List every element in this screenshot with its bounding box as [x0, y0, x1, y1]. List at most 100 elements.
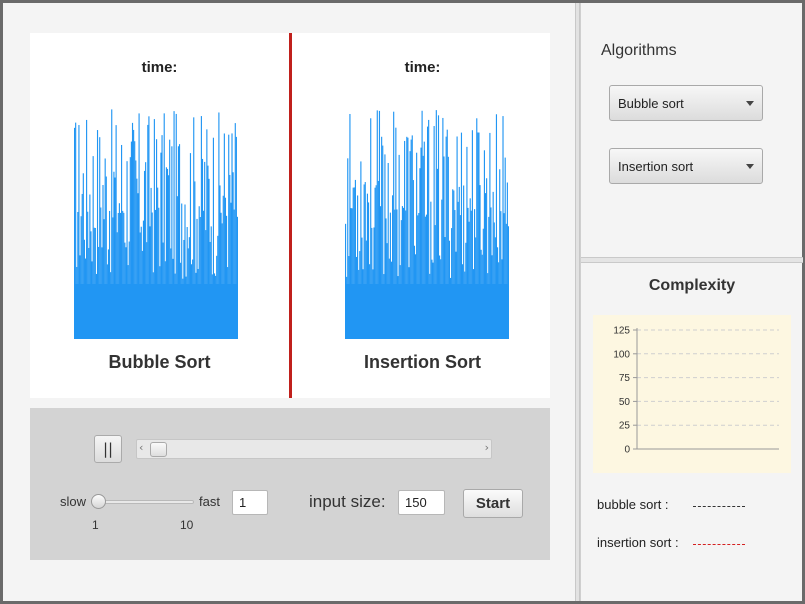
insertion-bar	[488, 216, 490, 339]
bubble-bar	[80, 216, 82, 339]
insertion-bar	[506, 182, 508, 339]
bubble-bar	[149, 226, 151, 339]
insertion-bar	[387, 162, 389, 339]
bubble-bar	[119, 212, 122, 339]
bubble-bar	[92, 156, 94, 339]
insertion-bar	[373, 227, 375, 339]
insertion-bar	[378, 110, 381, 339]
scroll-right-icon[interactable]: ›	[484, 441, 489, 454]
bubble-bar	[131, 122, 134, 339]
bubble-bar	[181, 203, 183, 339]
start-button[interactable]: Start	[463, 489, 523, 518]
insertion-bar	[360, 161, 362, 339]
insertion-bar	[477, 132, 479, 339]
pause-button[interactable]: ||	[94, 435, 122, 463]
chevron-down-icon	[746, 101, 754, 106]
insertion-bar	[375, 185, 377, 339]
bubble-bar	[198, 206, 200, 339]
bubble-bar	[204, 161, 206, 339]
bubble-bar	[224, 197, 227, 339]
bubble-bar	[115, 125, 117, 339]
insertion-bar	[406, 136, 408, 339]
algorithm-2-select[interactable]: Insertion sort	[609, 148, 763, 184]
insertion-bar	[451, 228, 453, 339]
insertion-bar	[458, 186, 460, 339]
speed-min-tick: 1	[92, 518, 99, 532]
legend-bubble-line	[693, 506, 745, 507]
insertion-bar	[437, 115, 440, 339]
insertion-bar	[500, 211, 502, 339]
bubble-bar	[219, 185, 221, 339]
bubble-bar	[143, 170, 146, 339]
sidebar-divider[interactable]	[581, 257, 803, 263]
chevron-down-icon	[746, 164, 754, 169]
bubble-bar	[231, 133, 233, 339]
speed-slider-track[interactable]	[96, 500, 194, 504]
insertion-bar	[385, 218, 387, 339]
bubble-bar	[206, 129, 208, 339]
insertion-bar	[482, 228, 484, 339]
bubble-bar	[220, 212, 222, 339]
insertion-bar	[353, 187, 355, 339]
bubble-bar	[210, 226, 212, 339]
bubble-bar	[158, 207, 160, 339]
input-size-field[interactable]: 150	[398, 490, 445, 515]
bubble-bar	[137, 193, 139, 339]
bubble-bar	[148, 116, 150, 339]
bubble-bar	[194, 181, 196, 339]
bubble-bar	[151, 212, 153, 339]
scroll-left-icon[interactable]: ‹	[139, 441, 144, 454]
y-tick-label: 25	[619, 421, 631, 432]
insertion-bar	[452, 189, 454, 339]
insertion-bar	[469, 198, 471, 339]
insertion-bar	[503, 213, 505, 339]
bubble-bar	[203, 210, 205, 339]
scroll-thumb[interactable]	[150, 442, 167, 457]
insertion-bar	[381, 136, 383, 339]
bubble-bar	[87, 211, 89, 339]
bubble-bar	[153, 119, 155, 339]
bubble-bar	[235, 136, 237, 339]
y-tick-label: 125	[613, 326, 630, 337]
insertion-bar	[499, 169, 501, 339]
bubble-bar	[230, 202, 232, 339]
insertion-bar	[490, 207, 492, 339]
bubble-bar	[111, 109, 113, 339]
bubble-bar	[176, 196, 178, 339]
complexity-chart: 0 25 50 75 100 125	[593, 315, 791, 473]
insertion-bar	[425, 214, 428, 339]
insertion-bar	[493, 222, 495, 339]
insertion-bar	[468, 221, 470, 339]
legend-insertion-label: insertion sort :	[597, 535, 679, 550]
bubble-bar	[218, 112, 220, 339]
bubble-bar	[94, 227, 96, 339]
insertion-time-label: time:	[404, 59, 441, 76]
input-size-label: input size:	[309, 492, 386, 511]
bubble-bar	[113, 171, 115, 339]
bubble-bar	[196, 218, 198, 339]
insertion-bar	[382, 145, 384, 339]
insertion-bar	[364, 182, 366, 339]
bubble-bar	[234, 123, 236, 339]
algorithm-1-select[interactable]: Bubble sort	[609, 85, 763, 121]
step-scrollbar[interactable]: ‹ ›	[136, 439, 492, 459]
insertion-bar	[421, 110, 423, 339]
left-pane: time: Bubble Sort time: Insertion Sort |…	[3, 3, 575, 601]
speed-input[interactable]: 1	[232, 490, 268, 515]
insertion-bar	[402, 207, 405, 339]
speed-slider-knob[interactable]	[91, 494, 106, 509]
insertion-bar	[396, 209, 398, 339]
split-divider[interactable]	[575, 3, 580, 601]
bubble-bar	[147, 124, 149, 339]
bubble-bar	[104, 158, 106, 339]
bubble-bar	[228, 134, 230, 339]
bubble-sort-panel: time: Bubble Sort	[30, 33, 289, 398]
bubble-bar	[207, 165, 209, 339]
insertion-bar	[363, 184, 365, 339]
insertion-bar	[366, 193, 369, 339]
insertion-bar	[505, 223, 507, 339]
insertion-bar	[467, 207, 469, 339]
insertion-sort-panel: time: Insertion Sort	[295, 33, 550, 398]
insertion-bar	[442, 117, 444, 339]
